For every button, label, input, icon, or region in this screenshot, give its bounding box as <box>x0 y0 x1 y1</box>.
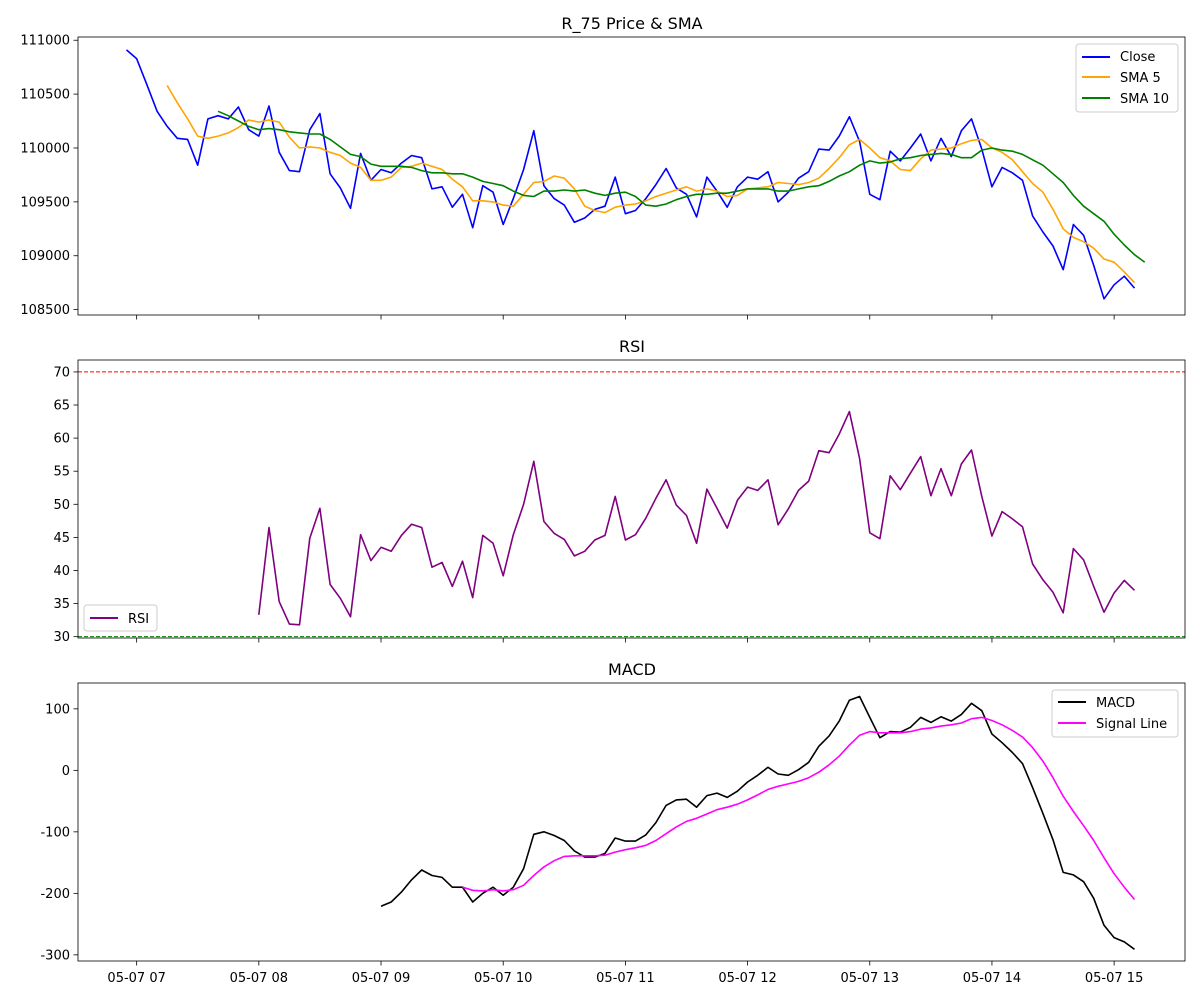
price-y-axis: 108500 109000 109500 110000 110500 111000 <box>20 34 78 318</box>
macd-ytick-label: -200 <box>40 887 70 902</box>
price-ytick-label: 111000 <box>20 34 70 49</box>
rsi-ytick-label: 65 <box>53 399 70 414</box>
rsi-ytick-label: 45 <box>53 531 70 546</box>
macd-y-axis: -300 -200 -100 0 100 <box>40 702 78 963</box>
price-series-group <box>125 49 1146 300</box>
legend-label-macd: MACD <box>1096 696 1135 711</box>
rsi-ytick-label: 35 <box>53 597 70 612</box>
legend-label-signal: Signal Line <box>1096 717 1167 732</box>
macd-axes-frame <box>77 682 1186 962</box>
rsi-legend-box <box>83 604 158 632</box>
price-ytick-label: 110500 <box>20 88 70 103</box>
price-x-ticks <box>136 315 1115 320</box>
price-series-close <box>125 49 1136 300</box>
rsi-legend: RSI <box>83 604 158 632</box>
price-panel: R_75 Price & SMA 108500 109000 109500 11000… <box>20 14 1186 320</box>
rsi-y-axis: 30 35 40 45 50 55 60 65 70 <box>53 365 78 645</box>
legend-label-sma10: SMA 10 <box>1120 92 1169 107</box>
rsi-panel: RSI 30 35 40 45 50 55 60 65 70 RSI <box>53 337 1186 645</box>
rsi-ytick-label: 40 <box>53 564 70 579</box>
xtick-label: 05-07 08 <box>230 971 288 986</box>
rsi-axes-frame <box>77 359 1186 639</box>
xtick-label: 05-07 07 <box>107 971 165 986</box>
rsi-x-ticks <box>136 638 1115 643</box>
rsi-ytick-label: 50 <box>53 498 70 513</box>
macd-ytick-label: 0 <box>62 764 70 779</box>
xtick-label: 05-07 15 <box>1085 971 1143 986</box>
macd-legend: MACD Signal Line <box>1051 689 1179 738</box>
macd-ytick-label: -300 <box>40 948 70 963</box>
rsi-series-rsi <box>258 410 1136 626</box>
macd-series-signal-line <box>462 716 1136 901</box>
macd-title: MACD <box>608 660 656 679</box>
xtick-label: 05-07 14 <box>963 971 1021 986</box>
rsi-reference-lines <box>78 371 1185 638</box>
price-ytick-label: 108500 <box>20 303 70 318</box>
price-legend-box <box>1075 43 1179 113</box>
xtick-label: 05-07 10 <box>474 971 532 986</box>
rsi-series-group <box>258 410 1136 626</box>
price-ytick-label: 109500 <box>20 195 70 210</box>
macd-ytick-label: 100 <box>45 702 70 717</box>
xtick-label: 05-07 13 <box>841 971 899 986</box>
price-series-sma-10 <box>217 110 1146 263</box>
price-legend: Close SMA 5 SMA 10 <box>1075 43 1179 113</box>
macd-ytick-label: -100 <box>40 825 70 840</box>
xtick-label: 05-07 09 <box>352 971 410 986</box>
rsi-ytick-label: 30 <box>53 630 70 645</box>
price-ytick-label: 110000 <box>20 141 70 156</box>
price-series-sma-5 <box>166 85 1136 284</box>
price-axes-frame <box>77 36 1186 316</box>
macd-series-macd <box>380 695 1135 950</box>
legend-label-sma5: SMA 5 <box>1120 71 1161 86</box>
rsi-ytick-label: 60 <box>53 432 70 447</box>
xtick-label: 05-07 11 <box>596 971 654 986</box>
rsi-title: RSI <box>619 337 645 356</box>
xtick-label: 05-07 12 <box>718 971 776 986</box>
price-ytick-label: 109000 <box>20 249 70 264</box>
legend-label-rsi: RSI <box>128 612 149 627</box>
macd-x-axis: 05-07 07 05-07 08 05-07 09 05-07 10 05-07 11… <box>107 961 1143 986</box>
macd-series-group <box>380 695 1136 950</box>
rsi-ytick-label: 70 <box>53 365 70 380</box>
rsi-ytick-label: 55 <box>53 465 70 480</box>
price-title: R_75 Price & SMA <box>561 14 702 34</box>
legend-label-close: Close <box>1120 50 1155 65</box>
